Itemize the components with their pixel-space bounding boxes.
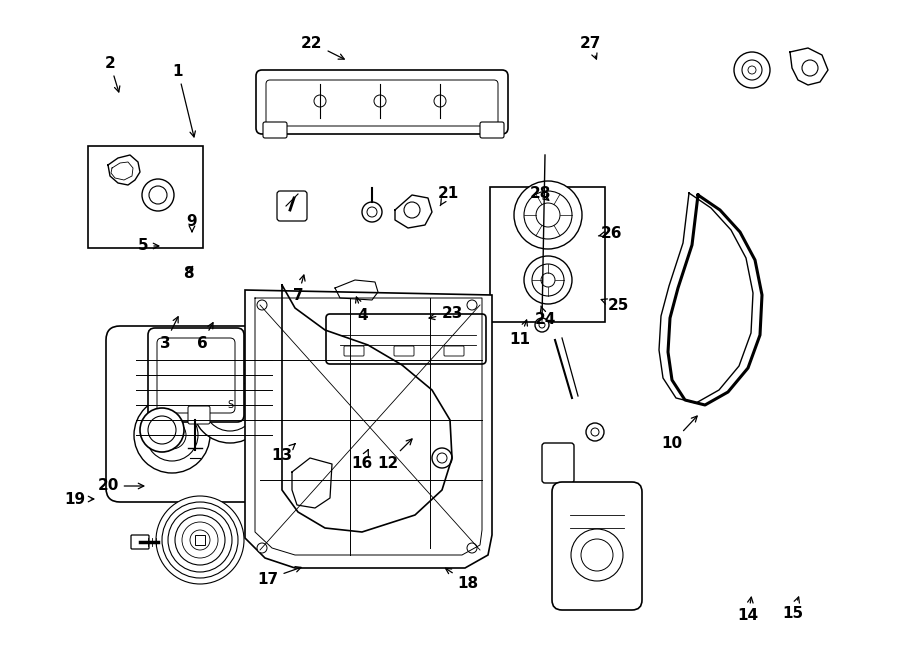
Text: 17: 17: [257, 566, 302, 586]
Text: 25: 25: [601, 299, 629, 313]
Circle shape: [140, 408, 184, 452]
Circle shape: [149, 186, 167, 204]
Polygon shape: [245, 290, 492, 568]
Text: 11: 11: [509, 320, 530, 346]
Text: 23: 23: [429, 305, 463, 321]
Circle shape: [257, 543, 267, 553]
Circle shape: [748, 66, 756, 74]
FancyBboxPatch shape: [106, 326, 294, 502]
Circle shape: [434, 95, 446, 107]
FancyBboxPatch shape: [326, 314, 486, 364]
Text: 22: 22: [302, 36, 345, 59]
Bar: [490, 187, 605, 322]
Circle shape: [586, 423, 604, 441]
Text: 9: 9: [186, 214, 197, 232]
Circle shape: [742, 60, 762, 80]
Circle shape: [360, 432, 376, 448]
Circle shape: [257, 300, 267, 310]
Circle shape: [539, 322, 545, 328]
Circle shape: [734, 52, 770, 88]
Circle shape: [182, 522, 218, 558]
Circle shape: [362, 508, 382, 528]
Circle shape: [404, 202, 420, 218]
Text: 15: 15: [782, 597, 804, 621]
Text: 16: 16: [351, 449, 373, 471]
Circle shape: [524, 256, 572, 304]
FancyBboxPatch shape: [394, 346, 414, 356]
Circle shape: [536, 203, 560, 227]
Circle shape: [162, 502, 238, 578]
Text: 19: 19: [65, 492, 94, 506]
Circle shape: [514, 181, 582, 249]
Circle shape: [432, 448, 452, 468]
Circle shape: [175, 515, 225, 565]
FancyBboxPatch shape: [344, 346, 364, 356]
Bar: [195, 535, 205, 545]
Circle shape: [571, 529, 623, 581]
FancyBboxPatch shape: [256, 70, 508, 134]
FancyBboxPatch shape: [131, 535, 149, 549]
Circle shape: [437, 453, 447, 463]
Circle shape: [168, 508, 232, 572]
Text: 13: 13: [272, 444, 295, 463]
Circle shape: [467, 300, 477, 310]
Text: S: S: [227, 400, 233, 410]
Text: 3: 3: [159, 317, 178, 350]
Text: 14: 14: [737, 597, 759, 623]
Circle shape: [348, 420, 388, 460]
Text: 21: 21: [437, 186, 459, 206]
Text: 5: 5: [138, 239, 158, 254]
Text: 20: 20: [97, 479, 144, 494]
FancyBboxPatch shape: [552, 482, 642, 610]
Text: 12: 12: [377, 439, 412, 471]
FancyBboxPatch shape: [188, 406, 210, 424]
Text: 18: 18: [446, 568, 479, 590]
FancyBboxPatch shape: [148, 328, 244, 422]
FancyBboxPatch shape: [444, 346, 464, 356]
Circle shape: [142, 179, 174, 211]
Text: 4: 4: [356, 297, 368, 323]
Circle shape: [367, 207, 377, 217]
Circle shape: [146, 409, 198, 461]
Circle shape: [158, 421, 186, 449]
Text: 26: 26: [598, 225, 623, 241]
Text: 6: 6: [196, 323, 213, 350]
FancyBboxPatch shape: [542, 443, 574, 483]
FancyBboxPatch shape: [263, 122, 287, 138]
Circle shape: [467, 543, 477, 553]
Circle shape: [320, 392, 416, 488]
Circle shape: [541, 273, 555, 287]
FancyBboxPatch shape: [480, 122, 504, 138]
Circle shape: [314, 95, 326, 107]
Circle shape: [524, 191, 572, 239]
Circle shape: [362, 202, 382, 222]
Circle shape: [204, 379, 256, 431]
Circle shape: [333, 405, 403, 475]
Circle shape: [148, 416, 176, 444]
Circle shape: [190, 530, 210, 550]
Circle shape: [581, 539, 613, 571]
Circle shape: [532, 264, 564, 296]
Text: 2: 2: [104, 56, 120, 92]
Text: 1: 1: [173, 63, 195, 137]
Circle shape: [535, 318, 549, 332]
Circle shape: [374, 95, 386, 107]
Text: 7: 7: [292, 275, 305, 303]
Text: 24: 24: [535, 306, 555, 327]
Text: 27: 27: [580, 36, 600, 59]
FancyBboxPatch shape: [277, 191, 307, 221]
Bar: [88, 146, 203, 248]
Text: 28: 28: [529, 186, 551, 200]
Text: 10: 10: [662, 416, 698, 451]
Circle shape: [354, 500, 390, 536]
Text: 8: 8: [183, 266, 194, 280]
Circle shape: [156, 496, 244, 584]
Circle shape: [591, 428, 599, 436]
Circle shape: [802, 60, 818, 76]
Circle shape: [134, 397, 210, 473]
Circle shape: [192, 367, 268, 443]
